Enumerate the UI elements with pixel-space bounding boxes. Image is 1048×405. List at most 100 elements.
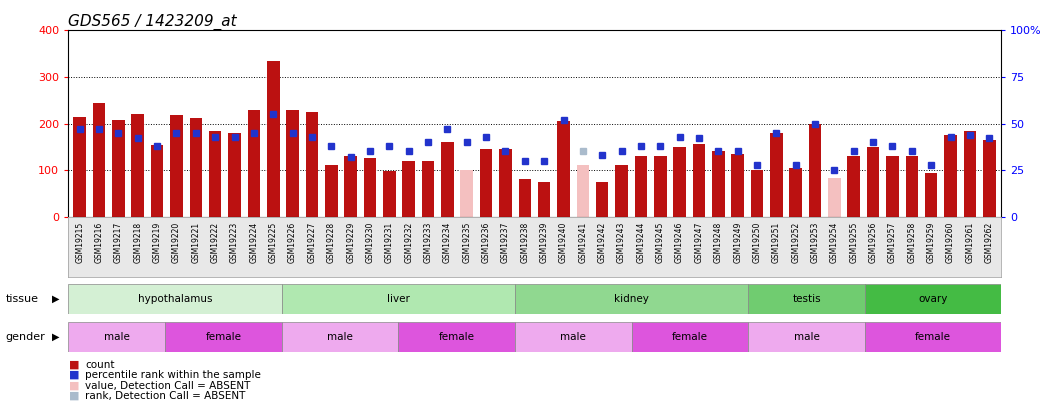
Bar [515,284,748,314]
Text: GSM19241: GSM19241 [578,222,587,263]
Text: GSM19262: GSM19262 [985,222,994,263]
Text: ■: ■ [69,391,80,401]
Text: ▶: ▶ [52,332,60,342]
Text: GSM19243: GSM19243 [617,222,626,263]
Text: GSM19244: GSM19244 [636,222,646,263]
Bar [364,158,376,217]
Text: GSM19257: GSM19257 [888,222,897,263]
Bar [750,170,763,217]
Text: GSM19231: GSM19231 [385,222,394,263]
Text: GSM19217: GSM19217 [114,222,123,263]
Text: testis: testis [792,294,821,304]
Text: ▶: ▶ [52,294,60,304]
Bar [190,118,202,217]
Text: female: female [205,332,242,342]
Text: male: male [104,332,130,342]
Text: GSM19216: GSM19216 [94,222,104,263]
Text: female: female [915,332,951,342]
Bar [538,182,550,217]
Text: GSM19249: GSM19249 [734,222,742,263]
Bar [480,149,493,217]
Text: GSM19229: GSM19229 [346,222,355,263]
Text: count: count [85,360,114,369]
Bar [325,165,337,217]
Text: GSM19251: GSM19251 [772,222,781,263]
Text: GSM19238: GSM19238 [520,222,529,263]
Text: ■: ■ [69,381,80,390]
Bar [460,170,473,217]
Bar [748,284,865,314]
Bar [402,161,415,217]
Text: GSM19242: GSM19242 [597,222,607,263]
Text: male: male [793,332,820,342]
Bar [673,147,685,217]
Bar [632,322,748,352]
Bar [286,110,299,217]
Text: GSM19234: GSM19234 [443,222,452,263]
Text: GSM19258: GSM19258 [908,222,916,263]
Text: GSM19226: GSM19226 [288,222,297,263]
Text: GSM19256: GSM19256 [869,222,877,263]
Text: GSM19245: GSM19245 [656,222,664,263]
Bar [209,130,221,217]
Text: GSM19224: GSM19224 [249,222,259,263]
Bar [306,112,319,217]
Text: GSM19260: GSM19260 [946,222,955,263]
Bar [865,322,1001,352]
Bar [615,165,628,217]
Bar [596,182,609,217]
Text: GSM19228: GSM19228 [327,222,335,263]
Bar [131,114,144,217]
Text: GSM19259: GSM19259 [926,222,936,263]
Bar [558,121,570,217]
Bar [576,165,589,217]
Text: GSM19222: GSM19222 [211,222,220,263]
Text: male: male [561,332,586,342]
Text: GSM19261: GSM19261 [965,222,975,263]
Text: GSM19235: GSM19235 [462,222,472,263]
Bar [166,322,282,352]
Text: ovary: ovary [918,294,947,304]
Text: GSM19227: GSM19227 [307,222,316,263]
Bar [68,284,282,314]
Bar [828,178,840,217]
Bar [267,61,280,217]
Bar [789,168,802,217]
Text: ■: ■ [69,370,80,380]
Text: tissue: tissue [5,294,38,304]
Bar [748,322,865,352]
Text: female: female [439,332,475,342]
Bar [228,133,241,217]
Text: percentile rank within the sample: percentile rank within the sample [85,370,261,380]
Bar [384,171,396,217]
Bar [499,149,511,217]
Bar [848,156,860,217]
Text: kidney: kidney [614,294,649,304]
Bar [93,104,106,217]
Bar [865,284,1001,314]
Text: GSM19215: GSM19215 [75,222,84,263]
Bar [809,124,822,217]
Text: ■: ■ [69,360,80,369]
Text: gender: gender [5,332,45,342]
Text: GSM19247: GSM19247 [695,222,703,263]
Text: GSM19230: GSM19230 [366,222,374,263]
Bar [770,133,783,217]
Text: GSM19248: GSM19248 [714,222,723,263]
Bar [732,154,744,217]
Text: GSM19219: GSM19219 [153,222,161,263]
Text: GSM19255: GSM19255 [849,222,858,263]
Text: GSM19254: GSM19254 [830,222,838,263]
Text: female: female [672,332,708,342]
Bar [170,115,182,217]
Text: value, Detection Call = ABSENT: value, Detection Call = ABSENT [85,381,250,390]
Text: GSM19250: GSM19250 [752,222,762,263]
Text: liver: liver [387,294,410,304]
Text: GSM19232: GSM19232 [405,222,413,263]
Bar [247,111,260,217]
Bar [963,132,976,217]
Text: GSM19218: GSM19218 [133,222,143,263]
Text: GSM19233: GSM19233 [423,222,433,263]
Bar [693,145,705,217]
Text: rank, Detection Call = ABSENT: rank, Detection Call = ABSENT [85,391,245,401]
